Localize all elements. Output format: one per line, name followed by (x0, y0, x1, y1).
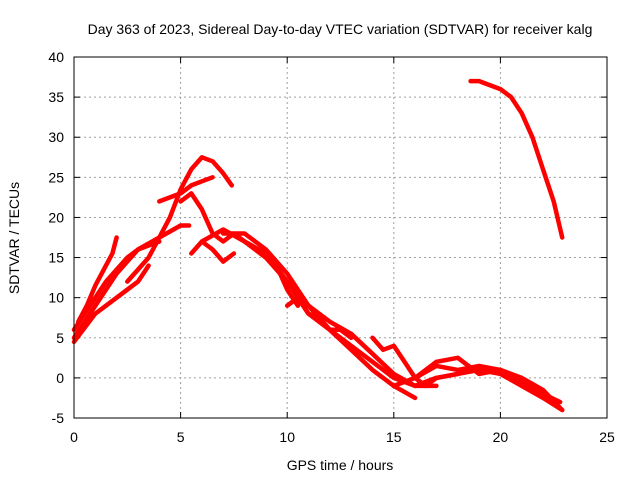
series-line-track-12 (284, 295, 354, 341)
y-tick-label: 30 (48, 129, 64, 145)
series-line-track-3 (76, 235, 119, 324)
plot-frame (73, 56, 608, 419)
series-line-track-5 (125, 155, 235, 284)
x-tick-label: 20 (493, 429, 509, 445)
x-tick-label: 15 (386, 429, 402, 445)
series-line-track-13 (370, 335, 439, 389)
y-tick-label: 10 (48, 290, 64, 306)
y-tick-labels: -5 0 5 10 15 20 25 30 35 40 (48, 49, 64, 426)
y-tick-label: 35 (48, 89, 64, 105)
series-line-track-4 (71, 263, 151, 345)
x-tick-label: 5 (177, 429, 185, 445)
y-tick-label: 15 (48, 250, 64, 266)
y-tick-label: -5 (52, 410, 65, 426)
series-line-track-6 (157, 175, 215, 204)
x-tick-labels: 0 5 10 15 20 25 (70, 429, 615, 445)
data-series (71, 78, 565, 413)
x-tick-label: 0 (70, 429, 78, 445)
chart-title: Day 363 of 2023, Sidereal Day-to-day VTE… (88, 21, 593, 37)
series-line-track-2 (71, 239, 162, 333)
series-line-track-8 (189, 239, 237, 264)
y-tick-label: 25 (48, 169, 64, 185)
series-line-track-1 (71, 223, 192, 341)
y-axis-label: SDTVAR / TECUs (6, 182, 22, 294)
y-tick-label: 40 (48, 49, 64, 65)
x-tick-label: 25 (599, 429, 615, 445)
series-line-track-7 (178, 191, 301, 308)
tick-marks (73, 56, 608, 419)
x-tick-label: 10 (279, 429, 295, 445)
x-axis-label: GPS time / hours (287, 457, 394, 473)
y-tick-label: 20 (48, 209, 64, 225)
y-tick-label: 5 (56, 330, 64, 346)
grid-lines (74, 57, 607, 418)
series-line-track-17 (468, 78, 565, 240)
series-line-track-16 (412, 367, 565, 413)
y-tick-label: 0 (56, 370, 64, 386)
